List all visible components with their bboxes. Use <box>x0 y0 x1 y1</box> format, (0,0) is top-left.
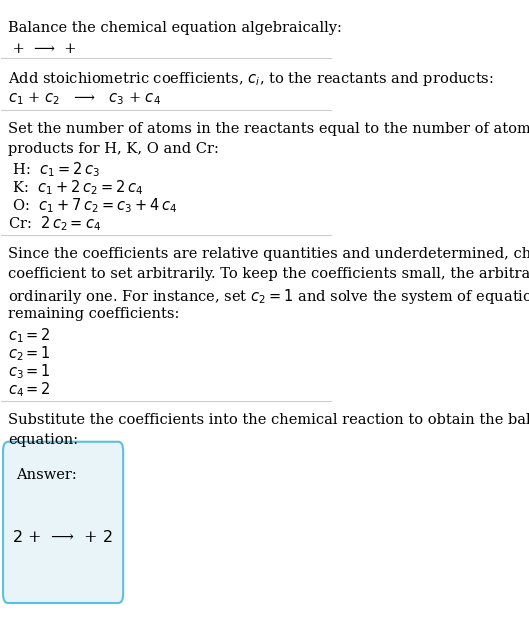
Text: Substitute the coefficients into the chemical reaction to obtain the balanced: Substitute the coefficients into the che… <box>8 413 529 427</box>
FancyBboxPatch shape <box>3 442 123 603</box>
Text: equation:: equation: <box>8 433 78 447</box>
Text: O:  $c_1 + 7\,c_2 = c_3 + 4\,c_4$: O: $c_1 + 7\,c_2 = c_3 + 4\,c_4$ <box>8 196 177 215</box>
Text: Add stoichiometric coefficients, $c_i$, to the reactants and products:: Add stoichiometric coefficients, $c_i$, … <box>8 70 494 88</box>
Text: remaining coefficients:: remaining coefficients: <box>8 307 179 321</box>
Text: $c_1$ + $c_2$   ⟶   $c_3$ + $c_4$: $c_1$ + $c_2$ ⟶ $c_3$ + $c_4$ <box>8 90 161 107</box>
Text: Cr:  $2\,c_2 = c_4$: Cr: $2\,c_2 = c_4$ <box>8 214 101 233</box>
Text: coefficient to set arbitrarily. To keep the coefficients small, the arbitrary va: coefficient to set arbitrarily. To keep … <box>8 267 529 281</box>
Text: $c_4 = 2$: $c_4 = 2$ <box>8 381 51 399</box>
Text: $c_1 = 2$: $c_1 = 2$ <box>8 326 51 345</box>
Text: $c_3 = 1$: $c_3 = 1$ <box>8 363 51 381</box>
Text: products for H, K, O and Cr:: products for H, K, O and Cr: <box>8 141 219 156</box>
Text: Set the number of atoms in the reactants equal to the number of atoms in the: Set the number of atoms in the reactants… <box>8 121 529 136</box>
Text: K:  $c_1 + 2\,c_2 = 2\,c_4$: K: $c_1 + 2\,c_2 = 2\,c_4$ <box>8 178 143 197</box>
Text: Balance the chemical equation algebraically:: Balance the chemical equation algebraica… <box>8 21 342 36</box>
Text: +  ⟶  +: + ⟶ + <box>8 42 81 55</box>
Text: H:  $c_1 = 2\,c_3$: H: $c_1 = 2\,c_3$ <box>8 160 100 179</box>
Text: $c_2 = 1$: $c_2 = 1$ <box>8 345 51 363</box>
Text: ordinarily one. For instance, set $c_2 = 1$ and solve the system of equations fo: ordinarily one. For instance, set $c_2 =… <box>8 287 529 306</box>
Text: Answer:: Answer: <box>16 468 77 482</box>
Text: $2$ +  ⟶  + $2$: $2$ + ⟶ + $2$ <box>12 530 113 546</box>
Text: Since the coefficients are relative quantities and underdetermined, choose a: Since the coefficients are relative quan… <box>8 247 529 261</box>
